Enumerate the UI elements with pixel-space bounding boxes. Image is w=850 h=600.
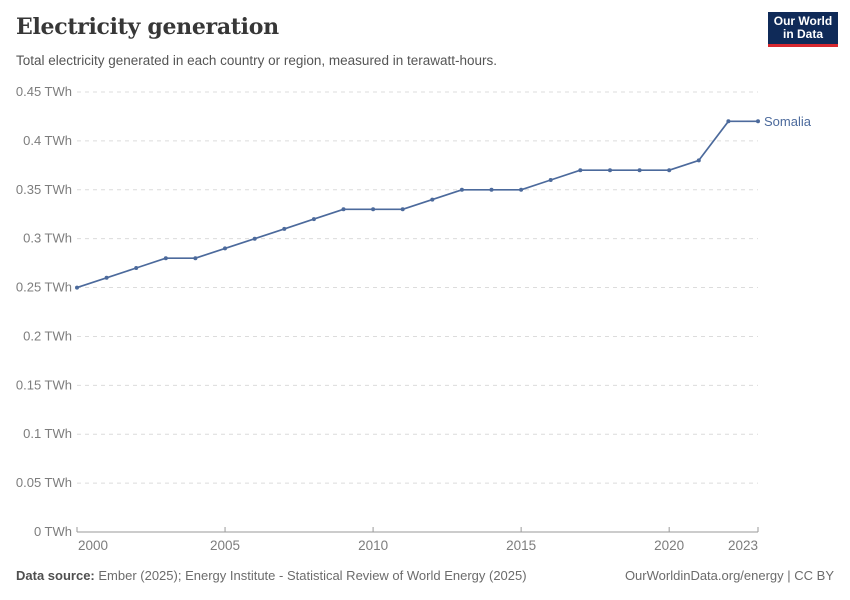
- data-point[interactable]: [519, 187, 524, 192]
- x-axis-tick-label: 2010: [358, 538, 388, 553]
- data-point[interactable]: [726, 119, 731, 124]
- y-axis-tick-label: 0.2 TWh: [23, 328, 72, 343]
- y-axis-tick-label: 0.25 TWh: [16, 280, 72, 295]
- data-point[interactable]: [371, 207, 376, 212]
- data-point[interactable]: [696, 158, 701, 163]
- x-axis-tick-label: 2000: [78, 538, 108, 553]
- data-point[interactable]: [400, 207, 405, 212]
- data-point[interactable]: [134, 266, 139, 270]
- y-axis-tick-label: 0.05 TWh: [16, 475, 72, 490]
- data-point[interactable]: [223, 246, 227, 251]
- x-axis-tick-label: 2020: [654, 538, 684, 553]
- credit-link[interactable]: OurWorldinData.org/energy | CC BY: [624, 568, 834, 583]
- data-point[interactable]: [252, 236, 257, 241]
- data-point[interactable]: [163, 256, 168, 261]
- series-line[interactable]: [76, 120, 758, 289]
- page-title: Electricity generation: [16, 14, 279, 40]
- y-axis-tick-label: 0.45 TWh: [16, 84, 72, 99]
- data-source-line: Data source: Ember (2025); Energy Instit…: [16, 568, 527, 583]
- data-point[interactable]: [548, 178, 553, 182]
- x-axis-tick-label: 2005: [210, 538, 240, 553]
- x-axis-tick-label: 2023: [728, 538, 758, 553]
- owid-logo[interactable]: Our World in Data: [768, 12, 838, 47]
- data-point[interactable]: [75, 285, 79, 290]
- data-point[interactable]: [608, 168, 612, 173]
- y-axis-tick-label: 0.35 TWh: [16, 182, 72, 197]
- data-point[interactable]: [578, 168, 583, 173]
- owid-logo-line1: Our World: [773, 14, 833, 28]
- data-point[interactable]: [430, 197, 435, 202]
- data-point[interactable]: [667, 168, 672, 173]
- y-axis-tick-label: 0.15 TWh: [16, 377, 72, 392]
- x-axis-tick-label: 2015: [506, 538, 536, 553]
- y-axis-tick-label: 0 TWh: [34, 524, 72, 539]
- y-axis-tick-label: 0.3 TWh: [23, 231, 72, 246]
- series-end-label[interactable]: Somalia: [764, 114, 812, 129]
- data-source-text: Ember (2025); Energy Institute - Statist…: [94, 568, 527, 583]
- data-source-label: Data source:: [16, 568, 95, 583]
- y-axis-tick-label: 0.1 TWh: [23, 426, 72, 441]
- data-point[interactable]: [756, 119, 760, 124]
- owid-logo-line2: in Data: [782, 27, 823, 41]
- data-point[interactable]: [341, 207, 346, 212]
- data-point[interactable]: [637, 168, 642, 173]
- data-point[interactable]: [459, 187, 464, 192]
- chart-subtitle: Total electricity generated in each coun…: [16, 53, 497, 68]
- data-point[interactable]: [282, 226, 287, 231]
- data-point[interactable]: [489, 187, 494, 192]
- y-axis-tick-label: 0.4 TWh: [23, 133, 72, 148]
- chart-footer: Data source: Ember (2025); Energy Instit…: [16, 568, 834, 583]
- data-point[interactable]: [193, 256, 198, 261]
- data-point[interactable]: [311, 217, 316, 222]
- data-point[interactable]: [104, 275, 109, 280]
